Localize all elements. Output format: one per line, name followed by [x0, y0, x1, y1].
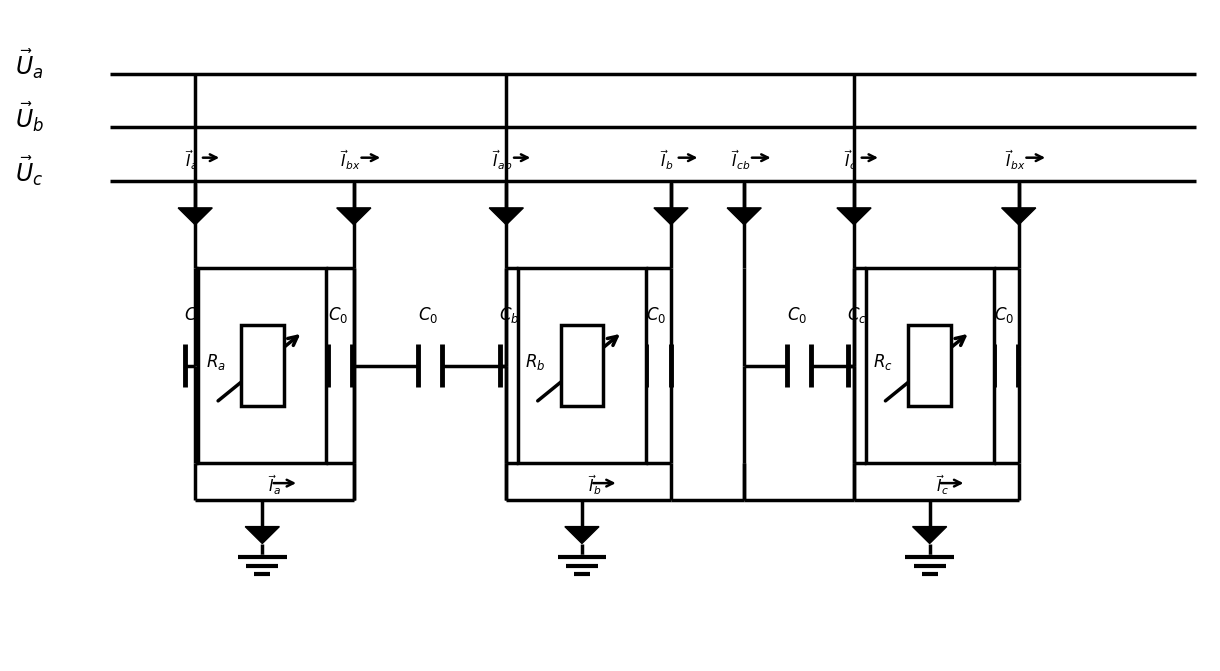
Polygon shape	[565, 527, 599, 544]
Bar	[242, 325, 284, 406]
Text: $R_b$: $R_b$	[526, 352, 545, 372]
Text: $\vec{I}_{bx}$: $\vec{I}_{bx}$	[1005, 149, 1025, 172]
Text: $\vec{U}_c$: $\vec{U}_c$	[15, 154, 43, 188]
Text: $\vec{I}_c$: $\vec{I}_c$	[936, 473, 949, 497]
Text: $C_0$: $C_0$	[417, 305, 438, 325]
Text: $C_0$: $C_0$	[993, 305, 1014, 325]
Text: $\vec{I}_b$: $\vec{I}_b$	[588, 473, 601, 497]
Polygon shape	[913, 527, 947, 544]
Polygon shape	[654, 208, 688, 225]
Bar	[517, 268, 647, 463]
Text: $R_c$: $R_c$	[874, 352, 893, 372]
Text: $C_0$: $C_0$	[327, 305, 348, 325]
Bar	[908, 325, 952, 406]
Text: $R_a$: $R_a$	[206, 352, 226, 372]
Bar	[198, 268, 327, 463]
Bar	[560, 325, 603, 406]
Bar	[866, 268, 993, 463]
Polygon shape	[337, 208, 371, 225]
Polygon shape	[178, 208, 212, 225]
Polygon shape	[837, 208, 871, 225]
Text: $\vec{I}_a$: $\vec{I}_a$	[268, 473, 282, 497]
Text: $\vec{I}_{bx}$: $\vec{I}_{bx}$	[340, 149, 360, 172]
Text: $\vec{I}_b$: $\vec{I}_b$	[660, 149, 675, 172]
Text: $\vec{U}_a$: $\vec{U}_a$	[15, 47, 43, 81]
Text: $\vec{I}_a$: $\vec{I}_a$	[185, 149, 198, 172]
Polygon shape	[1002, 208, 1036, 225]
Text: $C_0$: $C_0$	[645, 305, 666, 325]
Text: $\vec{I}_c$: $\vec{I}_c$	[844, 149, 856, 172]
Text: $C_c$: $C_c$	[848, 305, 867, 325]
Polygon shape	[727, 208, 761, 225]
Text: $C_a$: $C_a$	[184, 305, 204, 325]
Text: $C_0$: $C_0$	[787, 305, 806, 325]
Text: $\vec{U}_b$: $\vec{U}_b$	[15, 101, 44, 134]
Text: $\vec{I}_{cb}$: $\vec{I}_{cb}$	[731, 149, 750, 172]
Polygon shape	[489, 208, 523, 225]
Text: $\vec{I}_{ab}$: $\vec{I}_{ab}$	[493, 149, 512, 172]
Text: $C_b$: $C_b$	[499, 305, 520, 325]
Polygon shape	[245, 527, 279, 544]
